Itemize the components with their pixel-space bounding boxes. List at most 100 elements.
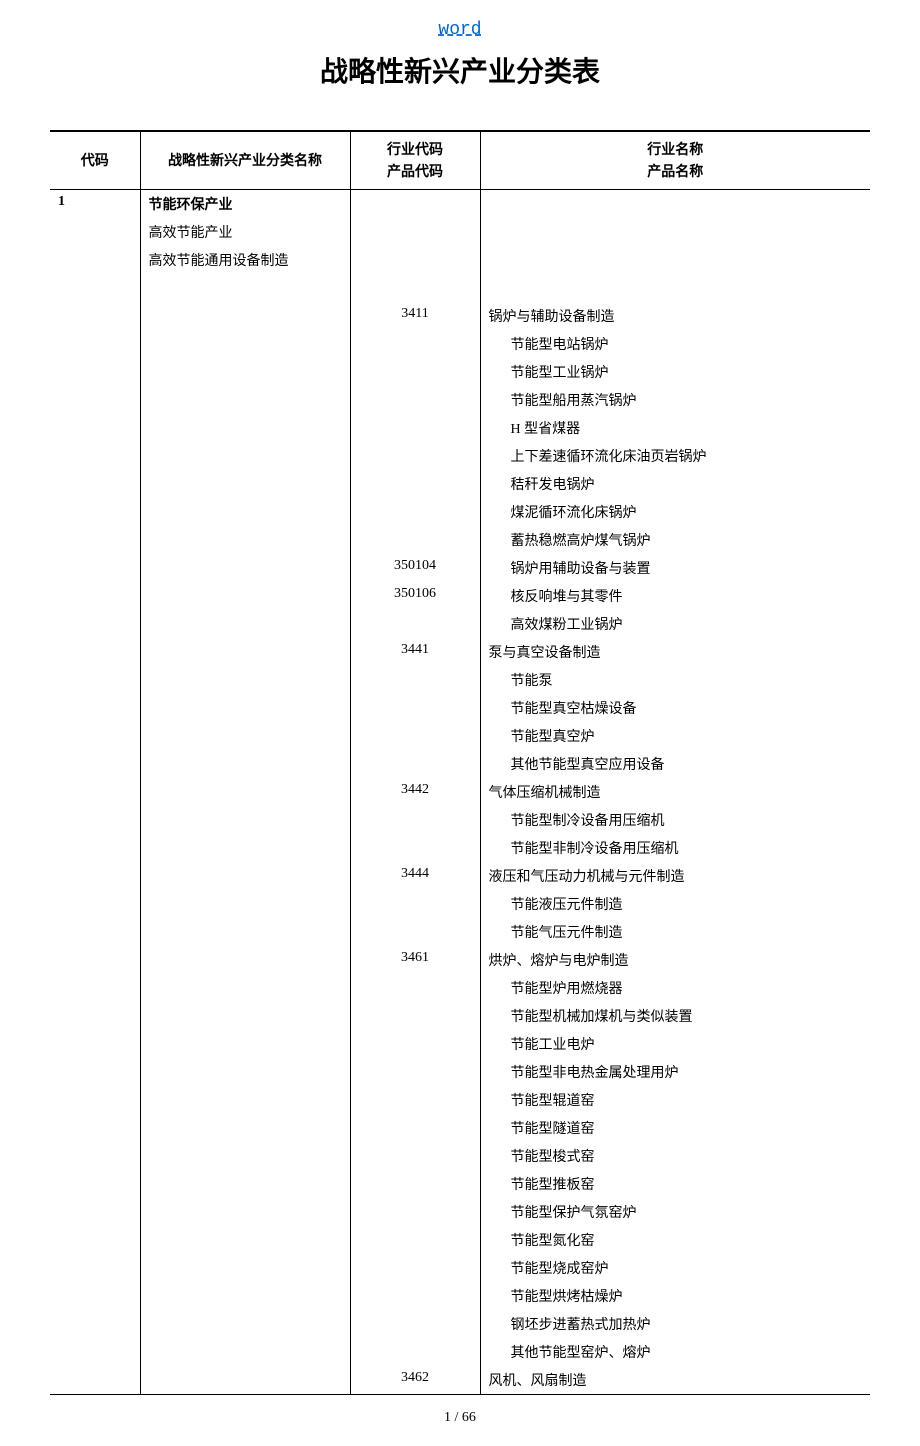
word-link[interactable]: word	[438, 20, 481, 40]
table-row: 3444液压和气压动力机械与元件制造	[50, 862, 870, 890]
industry-name-cell: 节能型船用蒸汽锅炉	[480, 386, 870, 414]
industry-code-cell	[350, 498, 480, 526]
industry-name-cell: 液压和气压动力机械与元件制造	[480, 862, 870, 890]
category-cell: 高效节能产业	[140, 218, 350, 246]
table-row: 节能型非电热金属处理用炉	[50, 1058, 870, 1086]
industry-code-cell	[350, 750, 480, 778]
industry-name-cell: 煤泥循环流化床锅炉	[480, 498, 870, 526]
code-cell	[50, 778, 140, 806]
industry-name-cell: 节能工业电炉	[480, 1030, 870, 1058]
industry-code-cell	[350, 526, 480, 554]
table-row: 其他节能型窑炉、熔炉	[50, 1338, 870, 1366]
industry-code-cell	[350, 1058, 480, 1086]
industry-code-cell	[350, 189, 480, 218]
industry-name-cell: 其他节能型真空应用设备	[480, 750, 870, 778]
industry-code-cell	[350, 1114, 480, 1142]
category-cell	[140, 330, 350, 358]
industry-code-cell	[350, 694, 480, 722]
code-cell	[50, 442, 140, 470]
table-row: 节能型烧成窑炉	[50, 1254, 870, 1282]
table-row: 节能型氮化窑	[50, 1226, 870, 1254]
header-category: 战略性新兴产业分类名称	[140, 131, 350, 189]
industry-name-cell: 节能型真空枯燥设备	[480, 694, 870, 722]
category-cell	[140, 1366, 350, 1395]
table-row: 350104锅炉用辅助设备与装置	[50, 554, 870, 582]
category-cell: 高效节能通用设备制造	[140, 246, 350, 274]
industry-code-cell	[350, 442, 480, 470]
industry-code-cell	[350, 1310, 480, 1338]
industry-name-cell: 风机、风扇制造	[480, 1366, 870, 1395]
table-row: 高效节能产业	[50, 218, 870, 246]
header-industry-name-line2: 产品名称	[647, 163, 703, 179]
industry-name-cell: 节能型烧成窑炉	[480, 1254, 870, 1282]
industry-code-cell	[350, 1226, 480, 1254]
industry-name-cell: 节能型梭式窑	[480, 1142, 870, 1170]
header-industry-code: 行业代码 产品代码	[350, 131, 480, 189]
industry-code-cell	[350, 1338, 480, 1366]
table-row: 3462风机、风扇制造	[50, 1366, 870, 1395]
category-cell	[140, 302, 350, 330]
category-cell	[140, 834, 350, 862]
code-cell	[50, 1030, 140, 1058]
table-row: 节能型保护气氛窑炉	[50, 1198, 870, 1226]
category-cell	[140, 358, 350, 386]
industry-code-cell: 3461	[350, 946, 480, 974]
industry-code-cell	[350, 470, 480, 498]
category-cell	[140, 1254, 350, 1282]
code-cell	[50, 1198, 140, 1226]
header-industry-name-line1: 行业名称	[647, 141, 703, 157]
code-cell	[50, 946, 140, 974]
code-cell: 1	[50, 189, 140, 218]
industry-code-cell	[350, 274, 480, 302]
table-row: 节能型真空枯燥设备	[50, 694, 870, 722]
category-cell	[140, 862, 350, 890]
industry-name-cell: 秸秆发电锅炉	[480, 470, 870, 498]
code-cell	[50, 470, 140, 498]
classification-table: 代码 战略性新兴产业分类名称 行业代码 产品代码 行业名称 产品名称 1节能环保…	[50, 130, 870, 1395]
category-cell	[140, 666, 350, 694]
industry-name-cell	[480, 189, 870, 218]
table-row	[50, 274, 870, 302]
code-cell	[50, 694, 140, 722]
category-cell: 节能环保产业	[140, 189, 350, 218]
industry-code-cell: 350104	[350, 554, 480, 582]
code-cell	[50, 638, 140, 666]
industry-code-cell	[350, 890, 480, 918]
table-row: 3461烘炉、熔炉与电炉制造	[50, 946, 870, 974]
table-row: 节能型推板窑	[50, 1170, 870, 1198]
table-row: 节能型船用蒸汽锅炉	[50, 386, 870, 414]
table-row: 上下差速循环流化床油页岩锅炉	[50, 442, 870, 470]
code-cell	[50, 722, 140, 750]
code-cell	[50, 1114, 140, 1142]
table-row: 350106核反响堆与其零件	[50, 582, 870, 610]
industry-code-cell	[350, 1030, 480, 1058]
category-cell	[140, 806, 350, 834]
code-cell	[50, 582, 140, 610]
industry-code-cell: 3442	[350, 778, 480, 806]
category-cell	[140, 610, 350, 638]
industry-code-cell	[350, 218, 480, 246]
table-row: 3441泵与真空设备制造	[50, 638, 870, 666]
category-cell	[140, 778, 350, 806]
industry-name-cell: 节能型工业锅炉	[480, 358, 870, 386]
industry-code-cell	[350, 918, 480, 946]
industry-name-cell: 节能液压元件制造	[480, 890, 870, 918]
table-row: 蓄热稳燃高炉煤气锅炉	[50, 526, 870, 554]
industry-name-cell: 钢坯步进蓄热式加热炉	[480, 1310, 870, 1338]
industry-code-cell	[350, 1086, 480, 1114]
category-cell	[140, 1058, 350, 1086]
industry-name-cell: 蓄热稳燃高炉煤气锅炉	[480, 526, 870, 554]
table-row: 1节能环保产业	[50, 189, 870, 218]
category-cell	[140, 694, 350, 722]
code-cell	[50, 526, 140, 554]
industry-name-cell: H 型省煤器	[480, 414, 870, 442]
industry-name-cell: 节能型烘烤枯燥炉	[480, 1282, 870, 1310]
industry-code-cell	[350, 330, 480, 358]
code-cell	[50, 890, 140, 918]
industry-code-cell: 3441	[350, 638, 480, 666]
category-cell	[140, 470, 350, 498]
header-link-container: word	[50, 20, 870, 40]
table-row: 节能型烘烤枯燥炉	[50, 1282, 870, 1310]
industry-name-cell: 节能泵	[480, 666, 870, 694]
industry-name-cell: 节能型辊道窑	[480, 1086, 870, 1114]
